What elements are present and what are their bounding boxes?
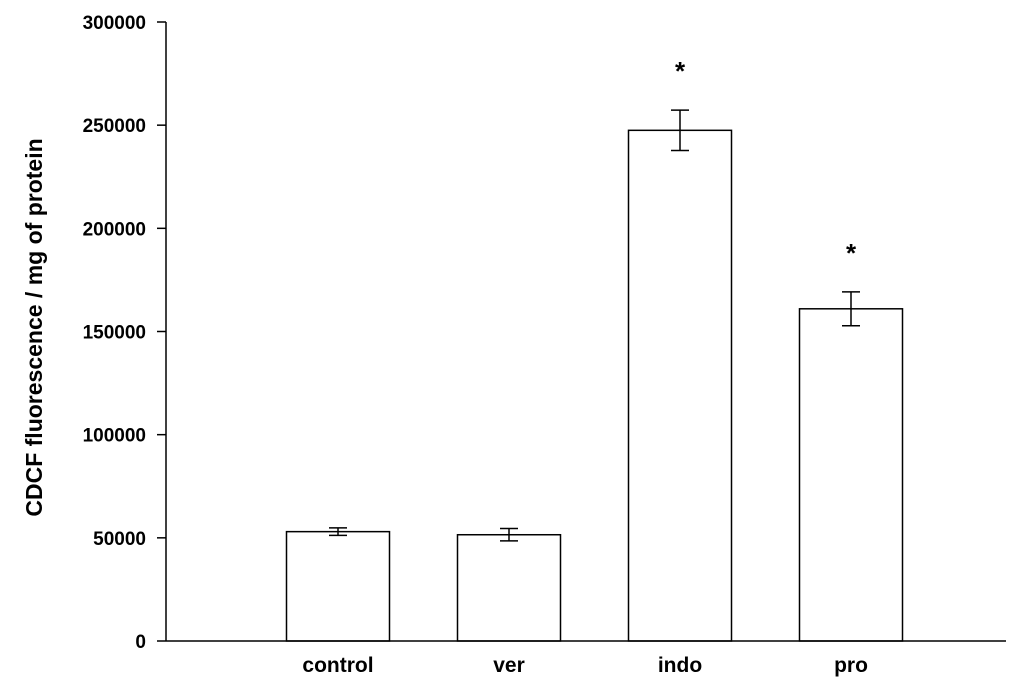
y-tick-label-200000: 200000 <box>83 219 146 240</box>
significance-marker-indo: * <box>675 56 686 86</box>
labels-layer: 0 50000 100000 150000 200000 250000 300000 cont… <box>83 13 868 677</box>
x-tick-label-control: control <box>302 654 373 677</box>
x-tick-label-ver: ver <box>493 654 525 677</box>
y-tick-label-50000: 50000 <box>93 529 146 550</box>
axes-layer <box>157 21 1006 642</box>
x-tick-label-pro: pro <box>834 654 868 677</box>
y-tick-label-250000: 250000 <box>83 116 146 137</box>
bar-pro <box>798 308 904 642</box>
y-tick-label-300000: 300000 <box>83 13 146 34</box>
significance-marker-pro: * <box>846 238 857 268</box>
y-tick-label-0: 0 <box>135 632 146 653</box>
bar-indo <box>627 129 733 642</box>
y-axis-label: CDCF fluorescence / mg of protein <box>21 138 47 516</box>
x-tick-label-indo: indo <box>658 654 702 677</box>
error-bars-layer <box>329 109 860 542</box>
y-tick-label-150000: 150000 <box>83 323 146 344</box>
bar-control <box>285 530 391 642</box>
bars-layer <box>285 129 904 642</box>
y-tick-label-100000: 100000 <box>83 426 146 447</box>
bar-ver <box>456 533 562 642</box>
